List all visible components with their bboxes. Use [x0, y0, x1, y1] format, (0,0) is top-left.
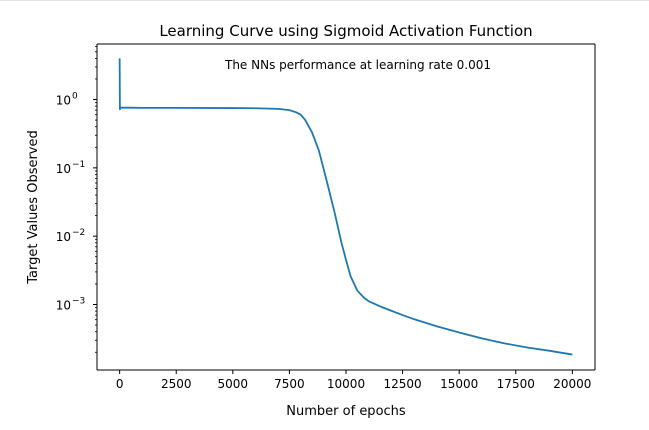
x-tick-label: 15000	[440, 377, 478, 391]
y-tick-label-exponent: −2	[72, 228, 85, 238]
y-tick-label: 10	[56, 299, 71, 313]
x-tick-label: 17500	[497, 377, 535, 391]
x-tick-label: 2500	[161, 377, 192, 391]
y-tick-label-exponent: 0	[72, 92, 78, 102]
x-tick-label: 7500	[274, 377, 305, 391]
series-line-sigmoid	[118, 58, 573, 356]
x-axis-label: Number of epochs	[286, 404, 406, 419]
x-tick-label: 0	[116, 377, 124, 391]
y-tick-label: 10	[56, 94, 71, 108]
y-tick-label: 10	[56, 162, 71, 176]
y-tick-label-exponent: −1	[72, 160, 85, 170]
x-tick-label: 12500	[383, 377, 421, 391]
chart-annotation: The NNs performance at learning rate 0.0…	[224, 58, 491, 72]
plot-layer: 0 2500 5000 7500 10000 12500 15000 17500 20000 10…	[56, 43, 596, 391]
chart-title: Learning Curve using Sigmoid Activation …	[159, 22, 532, 40]
cell-divider	[0, 0, 649, 1]
y-tick-label: 10	[56, 230, 71, 244]
x-tick-label: 10000	[327, 377, 365, 391]
x-tick-label: 20000	[553, 377, 591, 391]
x-tick-label: 5000	[218, 377, 249, 391]
y-tick-label-exponent: −3	[72, 297, 85, 307]
y-axis-label: Target Values Observed	[26, 130, 41, 285]
